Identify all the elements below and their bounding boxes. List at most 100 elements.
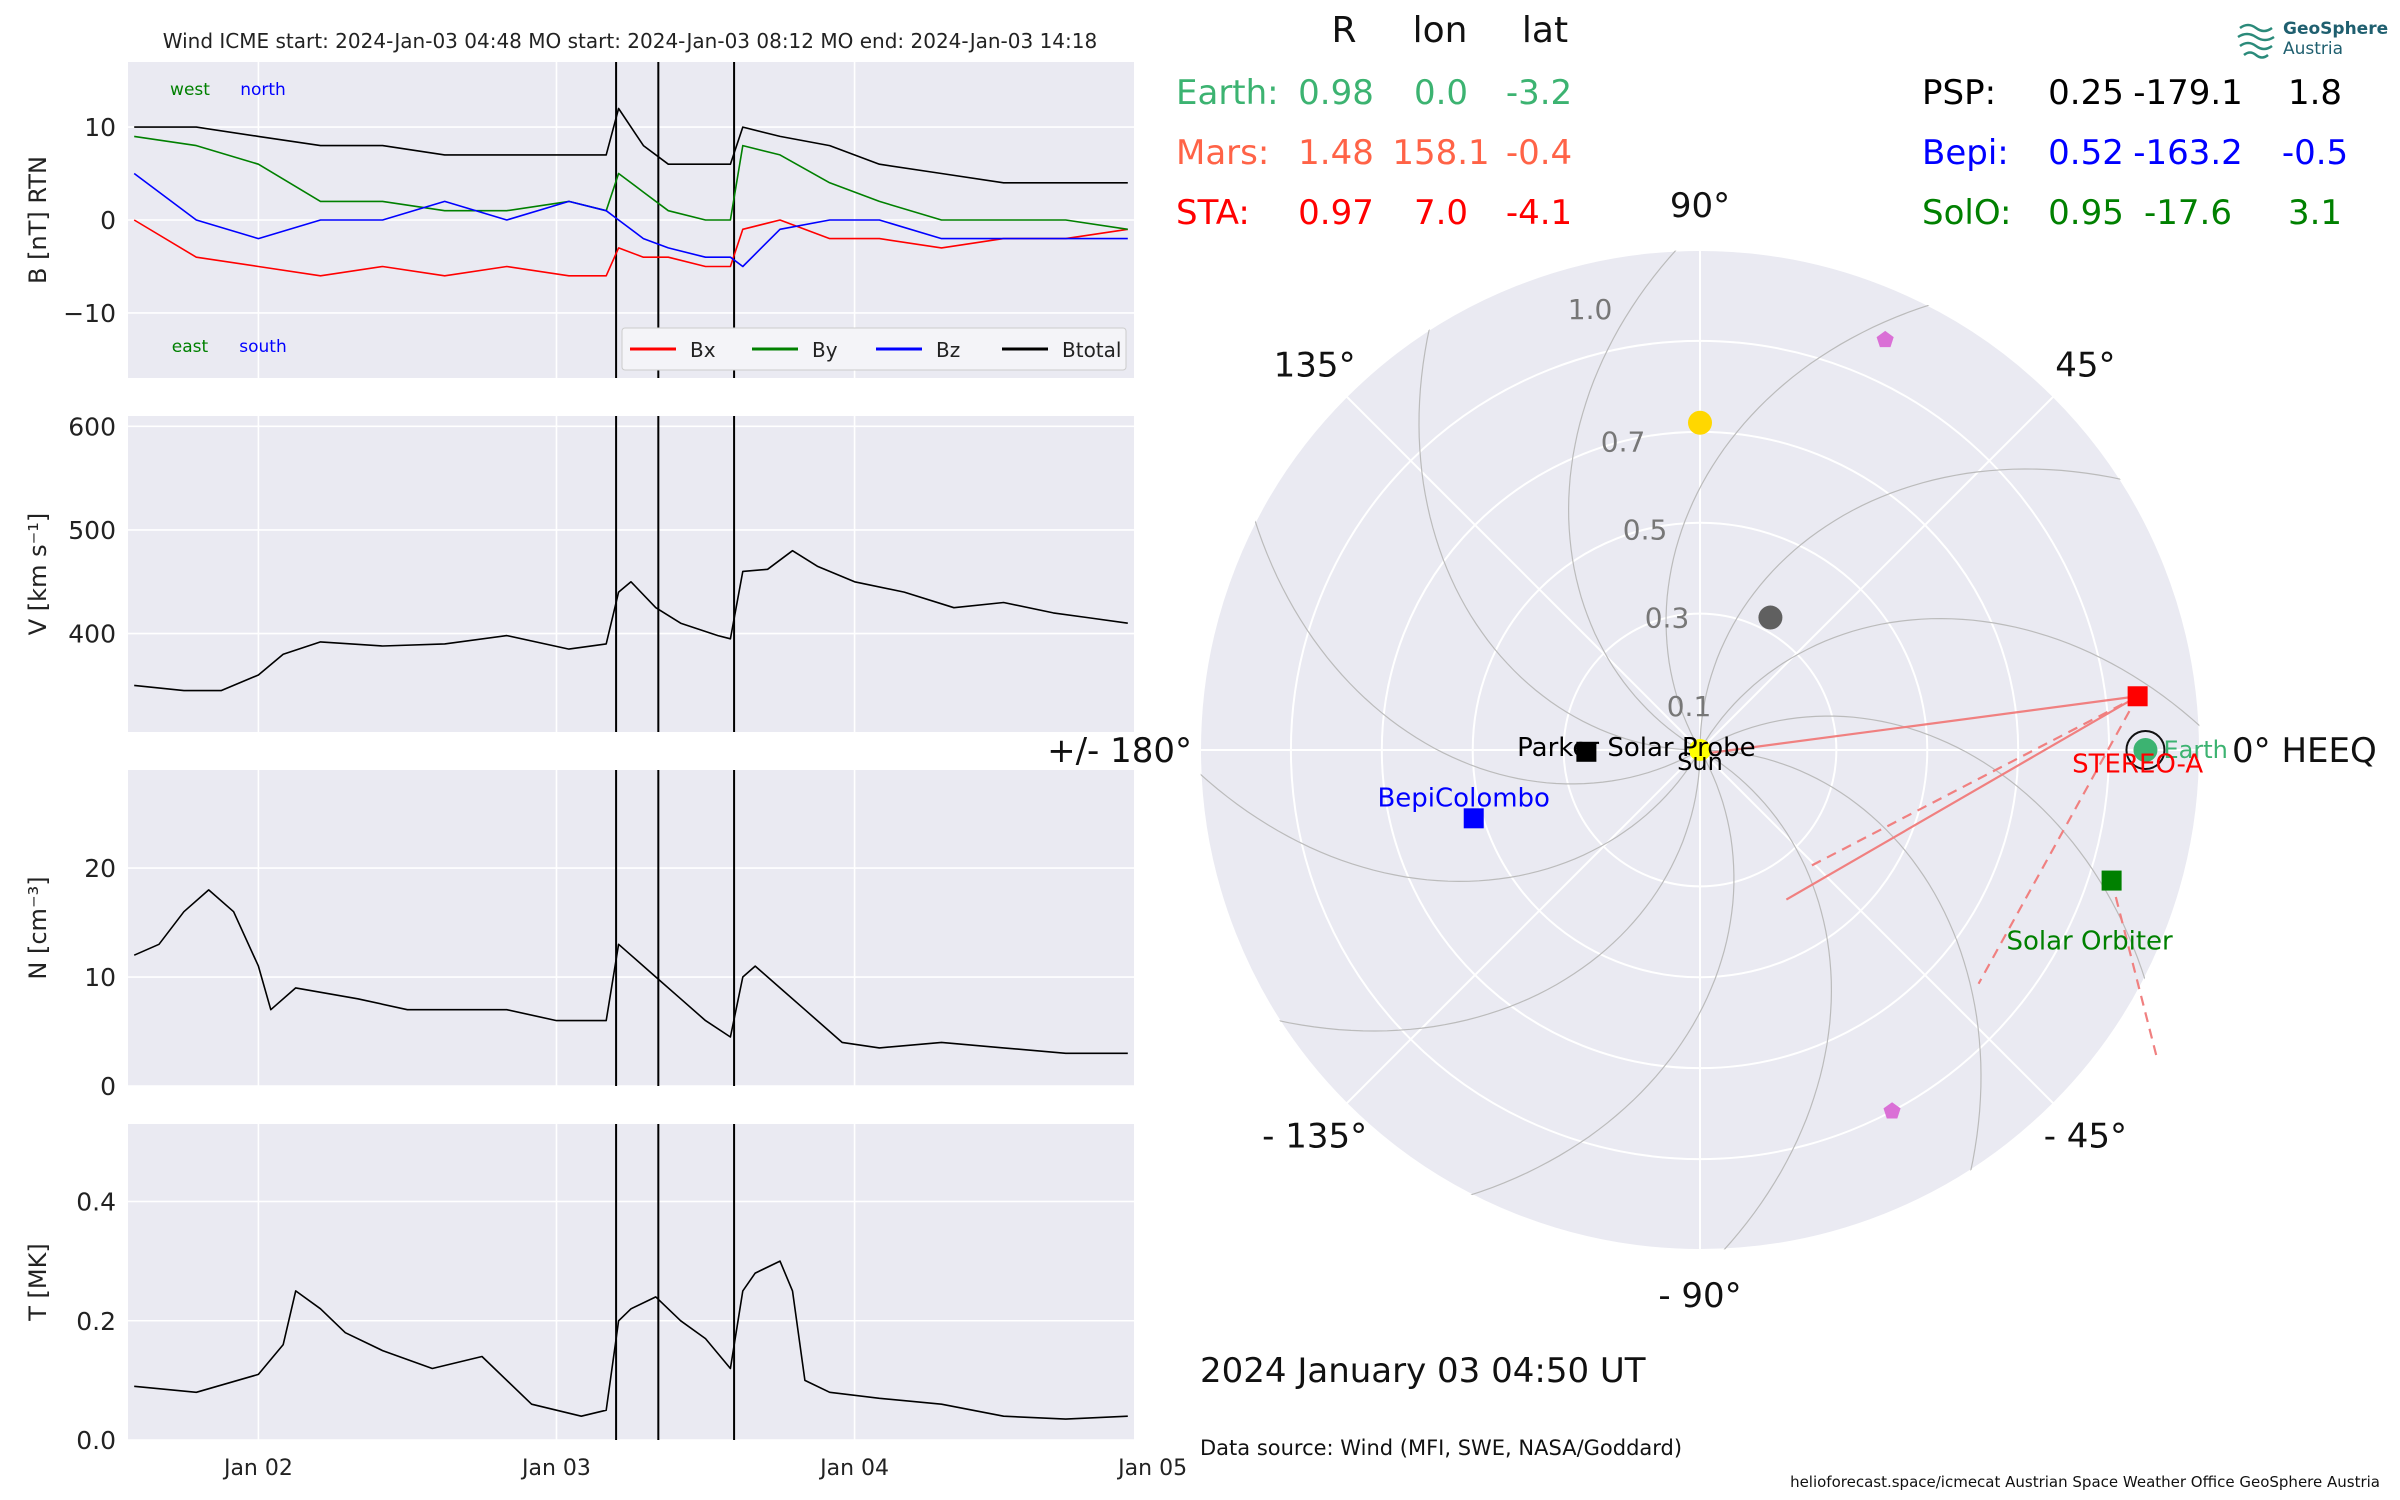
connection-line [1708,695,2138,755]
angular-gridline [1699,395,2055,751]
theta-label: - 45° [2044,1116,2127,1156]
connection-line [2110,880,2159,1061]
table-header-lat: lat [1522,10,1568,51]
legend-label-btotal: Btotal [1062,338,1121,362]
spiral-line [1417,751,1735,1210]
spiral-line [1700,617,2200,766]
y-axis-label: V [km s⁻¹] [24,513,52,635]
angular-gridline [1345,395,1701,751]
table-cell-lat: 3.1 [2288,193,2342,233]
bepicolombo-marker [1463,808,1484,829]
series-line-btotal [134,107,1128,184]
venus-marker [1688,410,1712,435]
timeseries-panels: −10 0 10 B [nT] RTN west north east south 400 500… [24,62,1187,1481]
credits-label: helioforecast.space/icmecat Austrian Spa… [1790,1473,2380,1491]
corner-label-west: west [170,80,210,100]
table-cell-r: 0.98 [1298,73,1374,113]
y-tick-label: 0 [100,1072,116,1101]
panel-V-background [128,416,1134,732]
pentagon-2-marker [1883,1102,1901,1119]
table-cell-r: 1.48 [1298,133,1374,173]
corner-label-south: south [239,337,286,357]
theta-label: - 135° [1262,1116,1367,1156]
theta-label: 45° [2055,346,2115,386]
bepicolombo-label: BepiColombo [1377,783,1550,813]
earth-marker [2133,738,2158,762]
theta-label: 135° [1274,346,1356,386]
table-row-name: SolO: [1922,193,2011,233]
angular-gridline [1699,749,2055,1105]
logo-text-line1: GeoSphere [2283,19,2388,39]
theta-label: 90° [1670,186,1730,226]
table-header-lon: lon [1413,10,1468,51]
legend-label-bz: Bz [936,338,960,362]
spiral-lines [1200,250,2200,1250]
spiral-line [1665,290,1983,749]
r-tick-label: 0.3 [1645,602,1690,635]
legend-label-bx: Bx [690,338,716,362]
y-axis-label: N [cm⁻³] [24,876,52,979]
panel-T-background [128,1124,1134,1440]
y-tick-label: 10 [84,113,116,142]
connection-lines [1708,695,2159,1061]
b-field-legend: Bx By Bz Btotal [621,327,1127,371]
series-line-n [133,889,1128,1055]
x-tick-label: Jan 02 [222,1456,293,1481]
data-source-label: Data source: Wind (MFI, SWE, NASA/Goddar… [1200,1436,1682,1460]
datetime-label: 2024 January 03 04:50 UT [1200,1351,1646,1391]
pentagon-1-marker [1876,330,1894,348]
table-cell-lat: 1.8 [2288,73,2342,113]
y-tick-label: 20 [84,854,116,883]
spiral-line [1702,749,1982,1225]
r-tick-label: 0.5 [1623,513,1668,546]
sun-label: Sun [1677,748,1723,776]
spiral-line [1701,715,2160,1033]
theta-label: 0° HEEQ [2232,731,2377,771]
table-header-r: R [1331,10,1356,51]
solar-orbiter-label: Solar Orbiter [2006,927,2173,957]
stereo-a-marker [2127,686,2148,707]
spiral-line [1200,734,1700,883]
table-cell-lon: 158.1 [1392,133,1489,173]
table-cell-r: 0.97 [1298,193,1374,233]
x-tick-label: Jan 04 [818,1456,889,1481]
table-cell-r: 0.52 [2048,133,2124,173]
table-row-name: Mars: [1176,133,1269,173]
stereo-a-label: STEREO-A [2072,749,2203,779]
angular-gridline [1345,749,1701,1105]
table-cell-r: 0.25 [2048,73,2124,113]
legend-label-by: By [812,338,838,362]
x-tick-label: Jan 05 [1116,1456,1187,1481]
y-axis-label: T [MK] [24,1243,52,1321]
y-tick-label: 10 [84,963,116,992]
table-cell-lat: -0.4 [1506,133,1572,173]
earth-ring-marker [2125,730,2166,770]
connection-line [1785,695,2139,901]
theta-label: - 90° [1658,1276,1741,1316]
series-line-by [134,135,1128,231]
panel-B: −10 0 10 B [nT] RTN west north east south [24,62,1134,378]
y-tick-label: 0 [100,206,116,235]
polar-position-plot: 0.1 0.3 0.5 0.7 1.0 0° HEEQ 45° 90° 135° +/- 180°… [1047,186,2377,1316]
theta-label: +/- 180° [1047,731,1192,771]
spiral-line [1240,467,1699,785]
table-row-name: Earth: [1176,73,1279,113]
panel-T: 0.0 0.2 0.4 T [MK] [24,1124,1134,1455]
table-cell-lat: -0.5 [2282,133,2348,173]
logo-text-line2: Austria [2283,39,2343,59]
parker-solar-probe-marker [1576,741,1597,762]
legend-box [621,327,1127,371]
solar-orbiter-marker [2101,870,2122,891]
series-line-bx [133,219,1128,277]
table-cell-r: 0.95 [2048,193,2124,233]
corner-label-east: east [172,337,209,357]
x-tick-label: Jan 03 [520,1456,591,1481]
series-line-v [134,549,1128,692]
connection-line [1805,695,2139,870]
y-tick-label: 0.2 [76,1307,116,1336]
panel-V: 400 500 600 V [km s⁻¹] [24,412,1134,732]
table-row-name: PSP: [1922,73,1996,113]
table-cell-lon: -179.1 [2133,73,2243,113]
y-axis-label: B [nT] RTN [24,156,52,284]
